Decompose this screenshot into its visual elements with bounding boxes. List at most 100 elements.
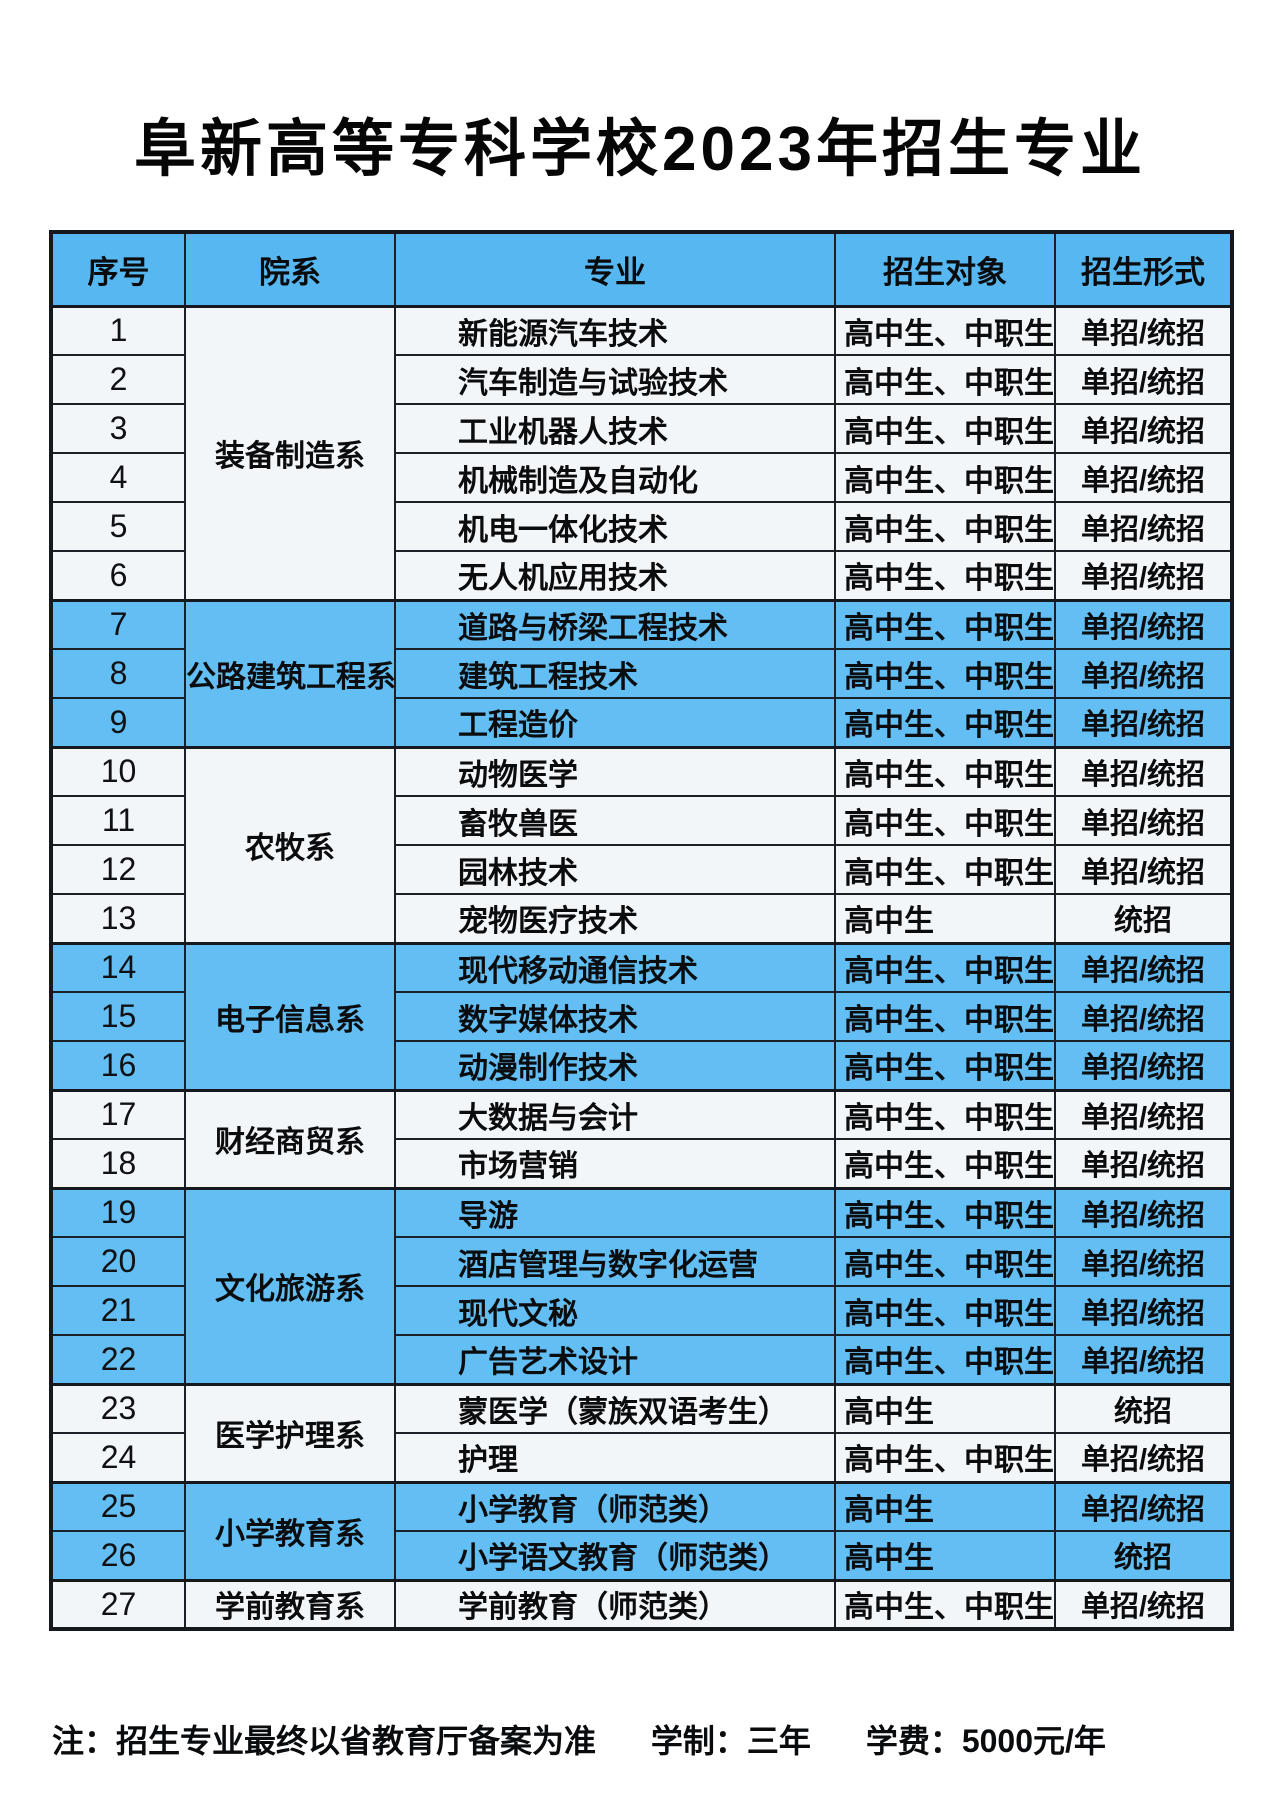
cell-enrollment-form: 单招/统招 — [1054, 1578, 1233, 1630]
cell-major: 现代文秘 — [394, 1285, 836, 1336]
cell-enrollment-form: 单招/统招 — [1054, 501, 1233, 552]
cell-serial-number: 12 — [50, 844, 186, 895]
cell-enrollment-target: 高中生、中职生 — [834, 598, 1056, 650]
cell-serial-number: 22 — [50, 1334, 186, 1385]
cell-major: 酒店管理与数字化运营 — [394, 1236, 836, 1287]
cell-major: 汽车制造与试验技术 — [394, 354, 836, 405]
cell-department: 财经商贸系 — [184, 1088, 396, 1189]
cell-major: 园林技术 — [394, 844, 836, 895]
cell-enrollment-form: 单招/统招 — [1054, 844, 1233, 895]
cell-enrollment-target: 高中生、中职生 — [834, 1088, 1056, 1140]
table-row: 3 工业机器人技术 高中生、中职生 单招/统招 — [50, 403, 1233, 454]
cell-major: 新能源汽车技术 — [394, 304, 836, 356]
cell-department: 文化旅游系 — [184, 1186, 396, 1385]
table-row: 26 小学语文教育（师范类） 高中生 统招 — [50, 1530, 1233, 1581]
cell-enrollment-target: 高中生、中职生 — [834, 1432, 1056, 1483]
cell-serial-number: 14 — [50, 941, 186, 993]
cell-major: 导游 — [394, 1186, 836, 1238]
footnote: 注：招生专业最终以省教育厅备案为准 学制：三年 学费：5000元/年 — [52, 1716, 1106, 1762]
cell-enrollment-target: 高中生、中职生 — [834, 1578, 1056, 1630]
cell-enrollment-form: 单招/统招 — [1054, 1480, 1233, 1532]
cell-enrollment-target: 高中生、中职生 — [834, 795, 1056, 846]
cell-department: 公路建筑工程系 — [184, 598, 396, 748]
cell-enrollment-form: 单招/统招 — [1054, 648, 1233, 699]
cell-major: 市场营销 — [394, 1138, 836, 1189]
footnote-note: 注：招生专业最终以省教育厅备案为准 — [52, 1723, 597, 1759]
cell-enrollment-form: 单招/统招 — [1054, 1236, 1233, 1287]
cell-enrollment-form: 单招/统招 — [1054, 354, 1233, 405]
table-row: 10 农牧系 动物医学 高中生、中职生 单招/统招 — [50, 745, 1233, 944]
cell-enrollment-form: 单招/统招 — [1054, 1432, 1233, 1483]
cell-serial-number: 4 — [50, 452, 186, 503]
column-header-no: 序号 — [50, 231, 186, 308]
cell-enrollment-form: 单招/统招 — [1054, 1088, 1233, 1140]
cell-enrollment-target: 高中生、中职生 — [834, 844, 1056, 895]
cell-enrollment-target: 高中生、中职生 — [834, 1186, 1056, 1238]
cell-serial-number: 9 — [50, 697, 186, 748]
cell-serial-number: 26 — [50, 1530, 186, 1581]
cell-enrollment-target: 高中生 — [834, 1382, 1056, 1434]
cell-serial-number: 6 — [50, 550, 186, 601]
cell-major: 广告艺术设计 — [394, 1334, 836, 1385]
cell-serial-number: 20 — [50, 1236, 186, 1287]
cell-serial-number: 25 — [50, 1480, 186, 1532]
cell-enrollment-form: 统招 — [1054, 1382, 1233, 1434]
table-row: 11 畜牧兽医 高中生、中职生 单招/统招 — [50, 795, 1233, 846]
table-row: 19 文化旅游系 导游 高中生、中职生 单招/统招 — [50, 1186, 1233, 1385]
cell-serial-number: 16 — [50, 1040, 186, 1091]
cell-enrollment-target: 高中生、中职生 — [834, 452, 1056, 503]
cell-enrollment-target: 高中生、中职生 — [834, 941, 1056, 993]
cell-enrollment-target: 高中生、中职生 — [834, 745, 1056, 797]
cell-enrollment-target: 高中生、中职生 — [834, 550, 1056, 601]
cell-enrollment-target: 高中生、中职生 — [834, 1236, 1056, 1287]
footnote-tuition: 学费：5000元/年 — [865, 1723, 1106, 1759]
cell-major: 蒙医学（蒙族双语考生） — [394, 1382, 836, 1434]
majors-table: 序号 院系 专业 招生对象 招生形式 1 装备制造系 新能源汽车技术 高中生、中职生单… — [49, 230, 1234, 1631]
cell-enrollment-target: 高中生、中职生 — [834, 403, 1056, 454]
cell-serial-number: 24 — [50, 1432, 186, 1483]
cell-major: 学前教育（师范类） — [394, 1578, 836, 1630]
table-row: 21 现代文秘 高中生、中职生 单招/统招 — [50, 1285, 1233, 1336]
cell-serial-number: 10 — [50, 745, 186, 797]
cell-serial-number: 5 — [50, 501, 186, 552]
table-row: 27 学前教育系 学前教育（师范类） 高中生、中职生 单招/统招 — [50, 1578, 1233, 1630]
table-row: 15 数字媒体技术 高中生、中职生 单招/统招 — [50, 991, 1233, 1042]
cell-major: 动物医学 — [394, 745, 836, 797]
cell-enrollment-form: 单招/统招 — [1054, 598, 1233, 650]
cell-enrollment-form: 单招/统招 — [1054, 403, 1233, 454]
cell-enrollment-form: 单招/统招 — [1054, 941, 1233, 993]
table-row: 7 公路建筑工程系 道路与桥梁工程技术 高中生、中职生 单招/统招 — [50, 598, 1233, 748]
cell-enrollment-target: 高中生、中职生 — [834, 648, 1056, 699]
cell-major: 宠物医疗技术 — [394, 893, 836, 944]
cell-enrollment-form: 单招/统招 — [1054, 1040, 1233, 1091]
cell-serial-number: 21 — [50, 1285, 186, 1336]
cell-enrollment-target: 高中生、中职生 — [834, 1285, 1056, 1336]
cell-enrollment-target: 高中生、中职生 — [834, 991, 1056, 1042]
table-row: 24 护理 高中生、中职生 单招/统招 — [50, 1432, 1233, 1483]
cell-enrollment-form: 单招/统招 — [1054, 304, 1233, 356]
table-row: 12 园林技术 高中生、中职生 单招/统招 — [50, 844, 1233, 895]
cell-department: 农牧系 — [184, 745, 396, 944]
page-title: 阜新高等专科学校2023年招生专业 — [134, 115, 1146, 184]
cell-enrollment-form: 单招/统招 — [1054, 550, 1233, 601]
table-row: 13 宠物医疗技术 高中生 统招 — [50, 893, 1233, 944]
table-row: 25 小学教育系 小学教育（师范类） 高中生 单招/统招 — [50, 1480, 1233, 1581]
cell-serial-number: 8 — [50, 648, 186, 699]
footnote-term: 学制：三年 — [650, 1723, 811, 1759]
cell-enrollment-form: 单招/统招 — [1054, 452, 1233, 503]
cell-major: 建筑工程技术 — [394, 648, 836, 699]
cell-major: 护理 — [394, 1432, 836, 1483]
cell-serial-number: 17 — [50, 1088, 186, 1140]
table-row: 2 汽车制造与试验技术 高中生、中职生 单招/统招 — [50, 354, 1233, 405]
cell-enrollment-form: 单招/统招 — [1054, 1334, 1233, 1385]
column-header-form: 招生形式 — [1054, 231, 1233, 308]
cell-major: 机电一体化技术 — [394, 501, 836, 552]
cell-enrollment-target: 高中生 — [834, 1480, 1056, 1532]
cell-enrollment-form: 单招/统招 — [1054, 1285, 1233, 1336]
table-row: 23 医学护理系 蒙医学（蒙族双语考生） 高中生 统招 — [50, 1382, 1233, 1483]
cell-enrollment-target: 高中生、中职生 — [834, 354, 1056, 405]
cell-department: 装备制造系 — [184, 304, 396, 601]
cell-enrollment-form: 单招/统招 — [1054, 991, 1233, 1042]
column-header-major: 专业 — [394, 231, 836, 308]
cell-enrollment-target: 高中生、中职生 — [834, 304, 1056, 356]
